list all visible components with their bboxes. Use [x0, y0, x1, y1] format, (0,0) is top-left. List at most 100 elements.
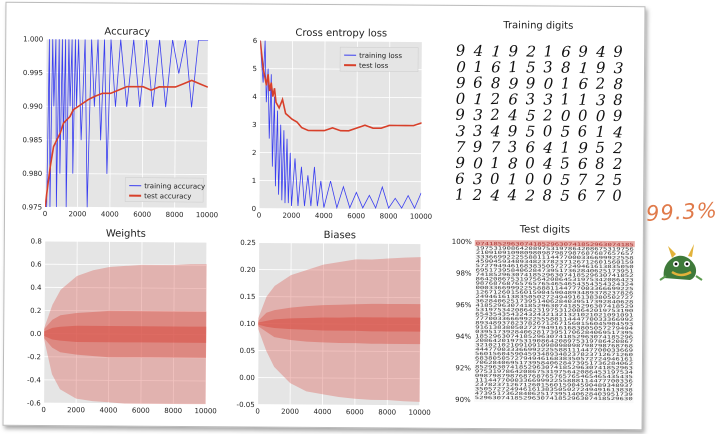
test-digits-y-tick: 92%: [455, 364, 471, 372]
training-digit: 0: [612, 186, 623, 205]
loss-title: Cross entropy loss: [295, 28, 387, 40]
test-digits-row: 916138380502727949161683805057279494: [475, 325, 634, 332]
training-digit: 4: [542, 138, 554, 157]
accuracy-grid-x: [44, 39, 47, 208]
test-digits-row: 459045934893482378237126712601560159: [476, 259, 635, 266]
accuracy-y-tick: 1.000: [23, 35, 43, 43]
training-digit: 1: [560, 90, 571, 109]
biases-y-tick: 0.10: [240, 320, 256, 328]
accuracy-y-tick: 0.985: [22, 136, 42, 144]
test-digits-row: 706284069517395840628473951736284062: [475, 360, 634, 367]
test-digits-row: 695173958406284739517362840625173951: [476, 267, 635, 274]
training-digit: 3: [595, 91, 606, 110]
loss-y-tick: 5: [253, 65, 258, 73]
test-digits-title: Test digits: [519, 224, 570, 235]
training-digit: 9: [578, 139, 589, 158]
weights-grid-x: [140, 241, 143, 404]
loss-x-tick: 8000: [380, 212, 398, 220]
test-digits-row: 893489378237826712671560156045904593: [475, 320, 634, 327]
training-digit: 0: [543, 75, 554, 94]
weights-grid-y: [44, 356, 207, 359]
training-digit: 9: [596, 59, 606, 77]
biases-x-tick: 8000: [378, 408, 396, 416]
training-digit: 2: [612, 139, 623, 157]
accuracy-legend-label: training accuracy: [144, 182, 205, 190]
training-digit: 6: [455, 170, 465, 188]
loss-y-tick: 2: [252, 149, 257, 157]
training-digit: 3: [473, 170, 483, 188]
accuracy-series-test-accuracy: [45, 79, 209, 208]
accuracy-x-tick: 4000: [101, 210, 119, 218]
training-digit: 5: [526, 58, 536, 76]
training-digit: 9: [613, 107, 624, 125]
weights-y-tick: -0.2: [27, 353, 41, 361]
training-digit: 1: [454, 185, 465, 204]
accuracy-grid-y: [46, 38, 209, 41]
weights-y-tick: 0.4: [30, 284, 42, 292]
training-digit: 2: [612, 155, 623, 173]
test-digits-row: 654354354324324321321321021021091091: [475, 311, 634, 318]
accuracy-title: Accuracy: [104, 26, 150, 37]
training-digit: 9: [508, 74, 519, 93]
training-digit: 1: [561, 74, 571, 92]
training-digit: 9: [472, 138, 483, 156]
accuracy-x-tick: 6000: [133, 211, 151, 219]
training-digit: 5: [525, 122, 535, 140]
weights-grid-y: [44, 310, 207, 313]
training-digit: 9: [456, 74, 466, 92]
test-digits-row: 350572724946161383505027249491613838: [475, 386, 634, 393]
test-digits-row: 529630741852963074185296307418529630: [475, 395, 634, 402]
training-digit: 0: [456, 90, 466, 108]
training-digit: 7: [595, 187, 605, 205]
training-digit: 1: [578, 59, 589, 78]
biases-band-3: [258, 317, 421, 332]
training-digit: 1: [491, 42, 502, 61]
loss-x-tick: 6000: [347, 212, 365, 220]
training-digit: 0: [560, 107, 571, 126]
weights-y-tick: -0.6: [27, 399, 41, 407]
training-digit: 8: [613, 91, 623, 109]
test-digits-row: 418529630741852963074185296307418529: [475, 303, 634, 310]
training-digit: 0: [456, 58, 467, 77]
training-digit: 1: [473, 58, 483, 76]
training-digit: 5: [560, 154, 570, 172]
weights-grid-y: [43, 379, 206, 382]
loss-legend-label: test loss: [359, 62, 389, 70]
test-digits-row: 210910910980980987987987687687657657: [476, 250, 635, 257]
training-digit: 3: [543, 58, 554, 77]
test-digits-row: 531975342086423197531208642019753190: [475, 307, 634, 314]
accuracy-legend: [124, 177, 204, 203]
loss-legend: [339, 46, 419, 72]
biases-y-tick: 0.15: [240, 293, 256, 301]
accuracy-series-training-accuracy: [45, 39, 209, 208]
training-digit: 9: [508, 122, 518, 140]
test-digits-row: 039517392840628173951706284069517395: [475, 329, 634, 336]
training-digit: 0: [543, 171, 553, 189]
weights-y-tick: 0.6: [30, 261, 42, 269]
test-digits-row: 362840625173951406284039517392840628: [475, 298, 634, 305]
test-digits-row: 249461613835050272494916138380502727: [475, 294, 634, 301]
weights-plot-area: [43, 241, 207, 405]
weights-grid-y: [44, 240, 207, 243]
biases-x-tick: 4000: [313, 408, 331, 416]
training-digit: 6: [508, 90, 519, 108]
biases-grid-y: [258, 269, 421, 272]
test-digits-row: 852963074185296307418529630741852963: [475, 364, 634, 371]
training-digit: 7: [490, 138, 500, 156]
biases-grid-y: [257, 404, 420, 407]
loss-grid-y: [260, 40, 423, 43]
loss-y-tick: 1: [252, 177, 257, 185]
biases-x-tick: 0: [255, 408, 260, 416]
biases-title: Biases: [324, 230, 356, 241]
training-digit: 1: [508, 170, 518, 188]
biases-x-tick: 6000: [346, 408, 364, 416]
training-digit: 4: [507, 106, 518, 124]
training-digit: 3: [455, 122, 466, 141]
training-digit: 3: [543, 91, 553, 109]
training-digit: 4: [489, 122, 501, 141]
weights-x-tick: 4000: [99, 406, 117, 414]
training-digit: 6: [491, 58, 502, 76]
weights-x-tick: 0: [41, 406, 46, 414]
